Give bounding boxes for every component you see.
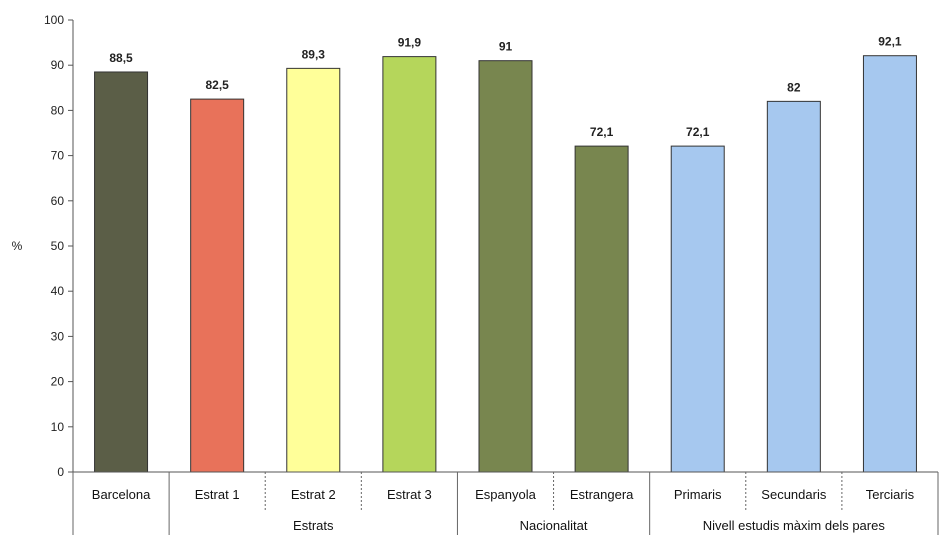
x-group-label: Estrats: [293, 518, 334, 533]
bars: 88,5 82,5 89,3 91,9 91 72,1 72,1 82 92,1: [94, 35, 917, 473]
x-tick-label: Estrangera: [570, 487, 634, 502]
x-group-label: Nivell estudis màxim dels pares: [703, 518, 886, 533]
x-tick-label: Secundaris: [761, 487, 827, 502]
x-group-label: Nacionalitat: [520, 518, 588, 533]
x-tick-label: Primaris: [674, 487, 722, 502]
x-tick-label: Estrat 1: [195, 487, 240, 502]
y-tick-label: 50: [51, 239, 65, 253]
y-tick-label: 90: [51, 58, 65, 72]
bar-estrat-2: [286, 67, 341, 473]
y-tick-label: 20: [51, 375, 65, 389]
data-label: 88,5: [109, 51, 133, 65]
x-tick-label: Terciaris: [866, 487, 915, 502]
y-tick-label: 100: [44, 13, 64, 27]
data-label: 82,5: [205, 78, 229, 92]
y-axis-label: %: [12, 239, 23, 253]
x-axis: Barcelona Estrat 1 Estrat 2 Estrat 3 Espanyo…: [72, 471, 939, 535]
bar-estrangera: [574, 145, 629, 473]
bar-estrat-3: [382, 56, 437, 473]
bar-secundaris: [766, 100, 821, 473]
data-label: 72,1: [590, 125, 614, 139]
y-tick-label: 60: [51, 194, 65, 208]
data-label: 82: [787, 80, 801, 94]
y-tick-label: 0: [57, 465, 64, 479]
y-tick-label: 40: [51, 284, 65, 298]
y-tick-label: 80: [51, 103, 65, 117]
data-label: 72,1: [686, 125, 710, 139]
x-tick-label: Espanyola: [475, 487, 536, 502]
data-label: 91,9: [398, 36, 422, 50]
bar-barcelona: [94, 71, 149, 473]
bar-espanyola: [478, 60, 533, 473]
y-tick-label: 30: [51, 329, 65, 343]
x-tick-label: Estrat 2: [291, 487, 336, 502]
y-axis: 0 10 20 30 40 50 60 70 80 90 100: [44, 13, 74, 479]
bar-estrat-1: [190, 98, 245, 473]
y-tick-label: 70: [51, 149, 65, 163]
bar-primaris: [670, 145, 725, 473]
data-label: 89,3: [302, 47, 326, 61]
x-tick-label: Estrat 3: [387, 487, 432, 502]
data-label: 91: [499, 40, 513, 54]
data-label: 92,1: [878, 35, 902, 49]
bar-terciaris: [862, 55, 917, 473]
y-tick-label: 10: [51, 420, 65, 434]
x-tick-label: Barcelona: [92, 487, 151, 502]
